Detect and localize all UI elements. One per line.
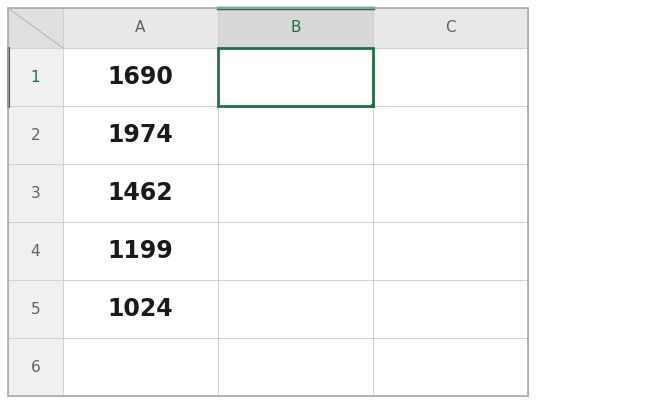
Bar: [63, 8, 218, 48]
Text: 5: 5: [31, 302, 40, 317]
Bar: [8, 222, 63, 280]
Text: 6: 6: [31, 360, 41, 375]
Text: 1462: 1462: [107, 181, 173, 205]
Bar: [218, 222, 373, 280]
Bar: [8, 48, 63, 106]
Bar: [63, 106, 218, 164]
Bar: [371, 104, 375, 108]
Bar: [218, 8, 373, 48]
Bar: [218, 338, 373, 396]
Bar: [218, 48, 373, 106]
Bar: [63, 338, 218, 396]
Text: 3: 3: [31, 186, 41, 200]
Text: B: B: [290, 21, 301, 36]
Text: 2: 2: [31, 128, 40, 142]
Text: 1: 1: [31, 69, 40, 84]
Bar: [373, 280, 528, 338]
Bar: [373, 222, 528, 280]
Text: C: C: [445, 21, 456, 36]
Text: 4: 4: [31, 244, 40, 258]
Bar: [63, 280, 218, 338]
Bar: [218, 48, 373, 106]
Bar: [8, 338, 63, 396]
Text: 1199: 1199: [107, 239, 173, 263]
Text: A: A: [135, 21, 145, 36]
Text: 1024: 1024: [107, 297, 173, 321]
Text: 1690: 1690: [107, 65, 173, 89]
Text: 1974: 1974: [107, 123, 173, 147]
Bar: [8, 8, 63, 48]
Bar: [218, 164, 373, 222]
Bar: [373, 48, 528, 106]
Bar: [373, 106, 528, 164]
Bar: [63, 164, 218, 222]
Bar: [373, 338, 528, 396]
Bar: [63, 48, 218, 106]
Bar: [218, 280, 373, 338]
Bar: [8, 106, 63, 164]
Bar: [373, 8, 528, 48]
Bar: [218, 106, 373, 164]
Bar: [373, 164, 528, 222]
Bar: [63, 222, 218, 280]
Bar: [8, 164, 63, 222]
Bar: [8, 8, 528, 396]
Bar: [8, 280, 63, 338]
